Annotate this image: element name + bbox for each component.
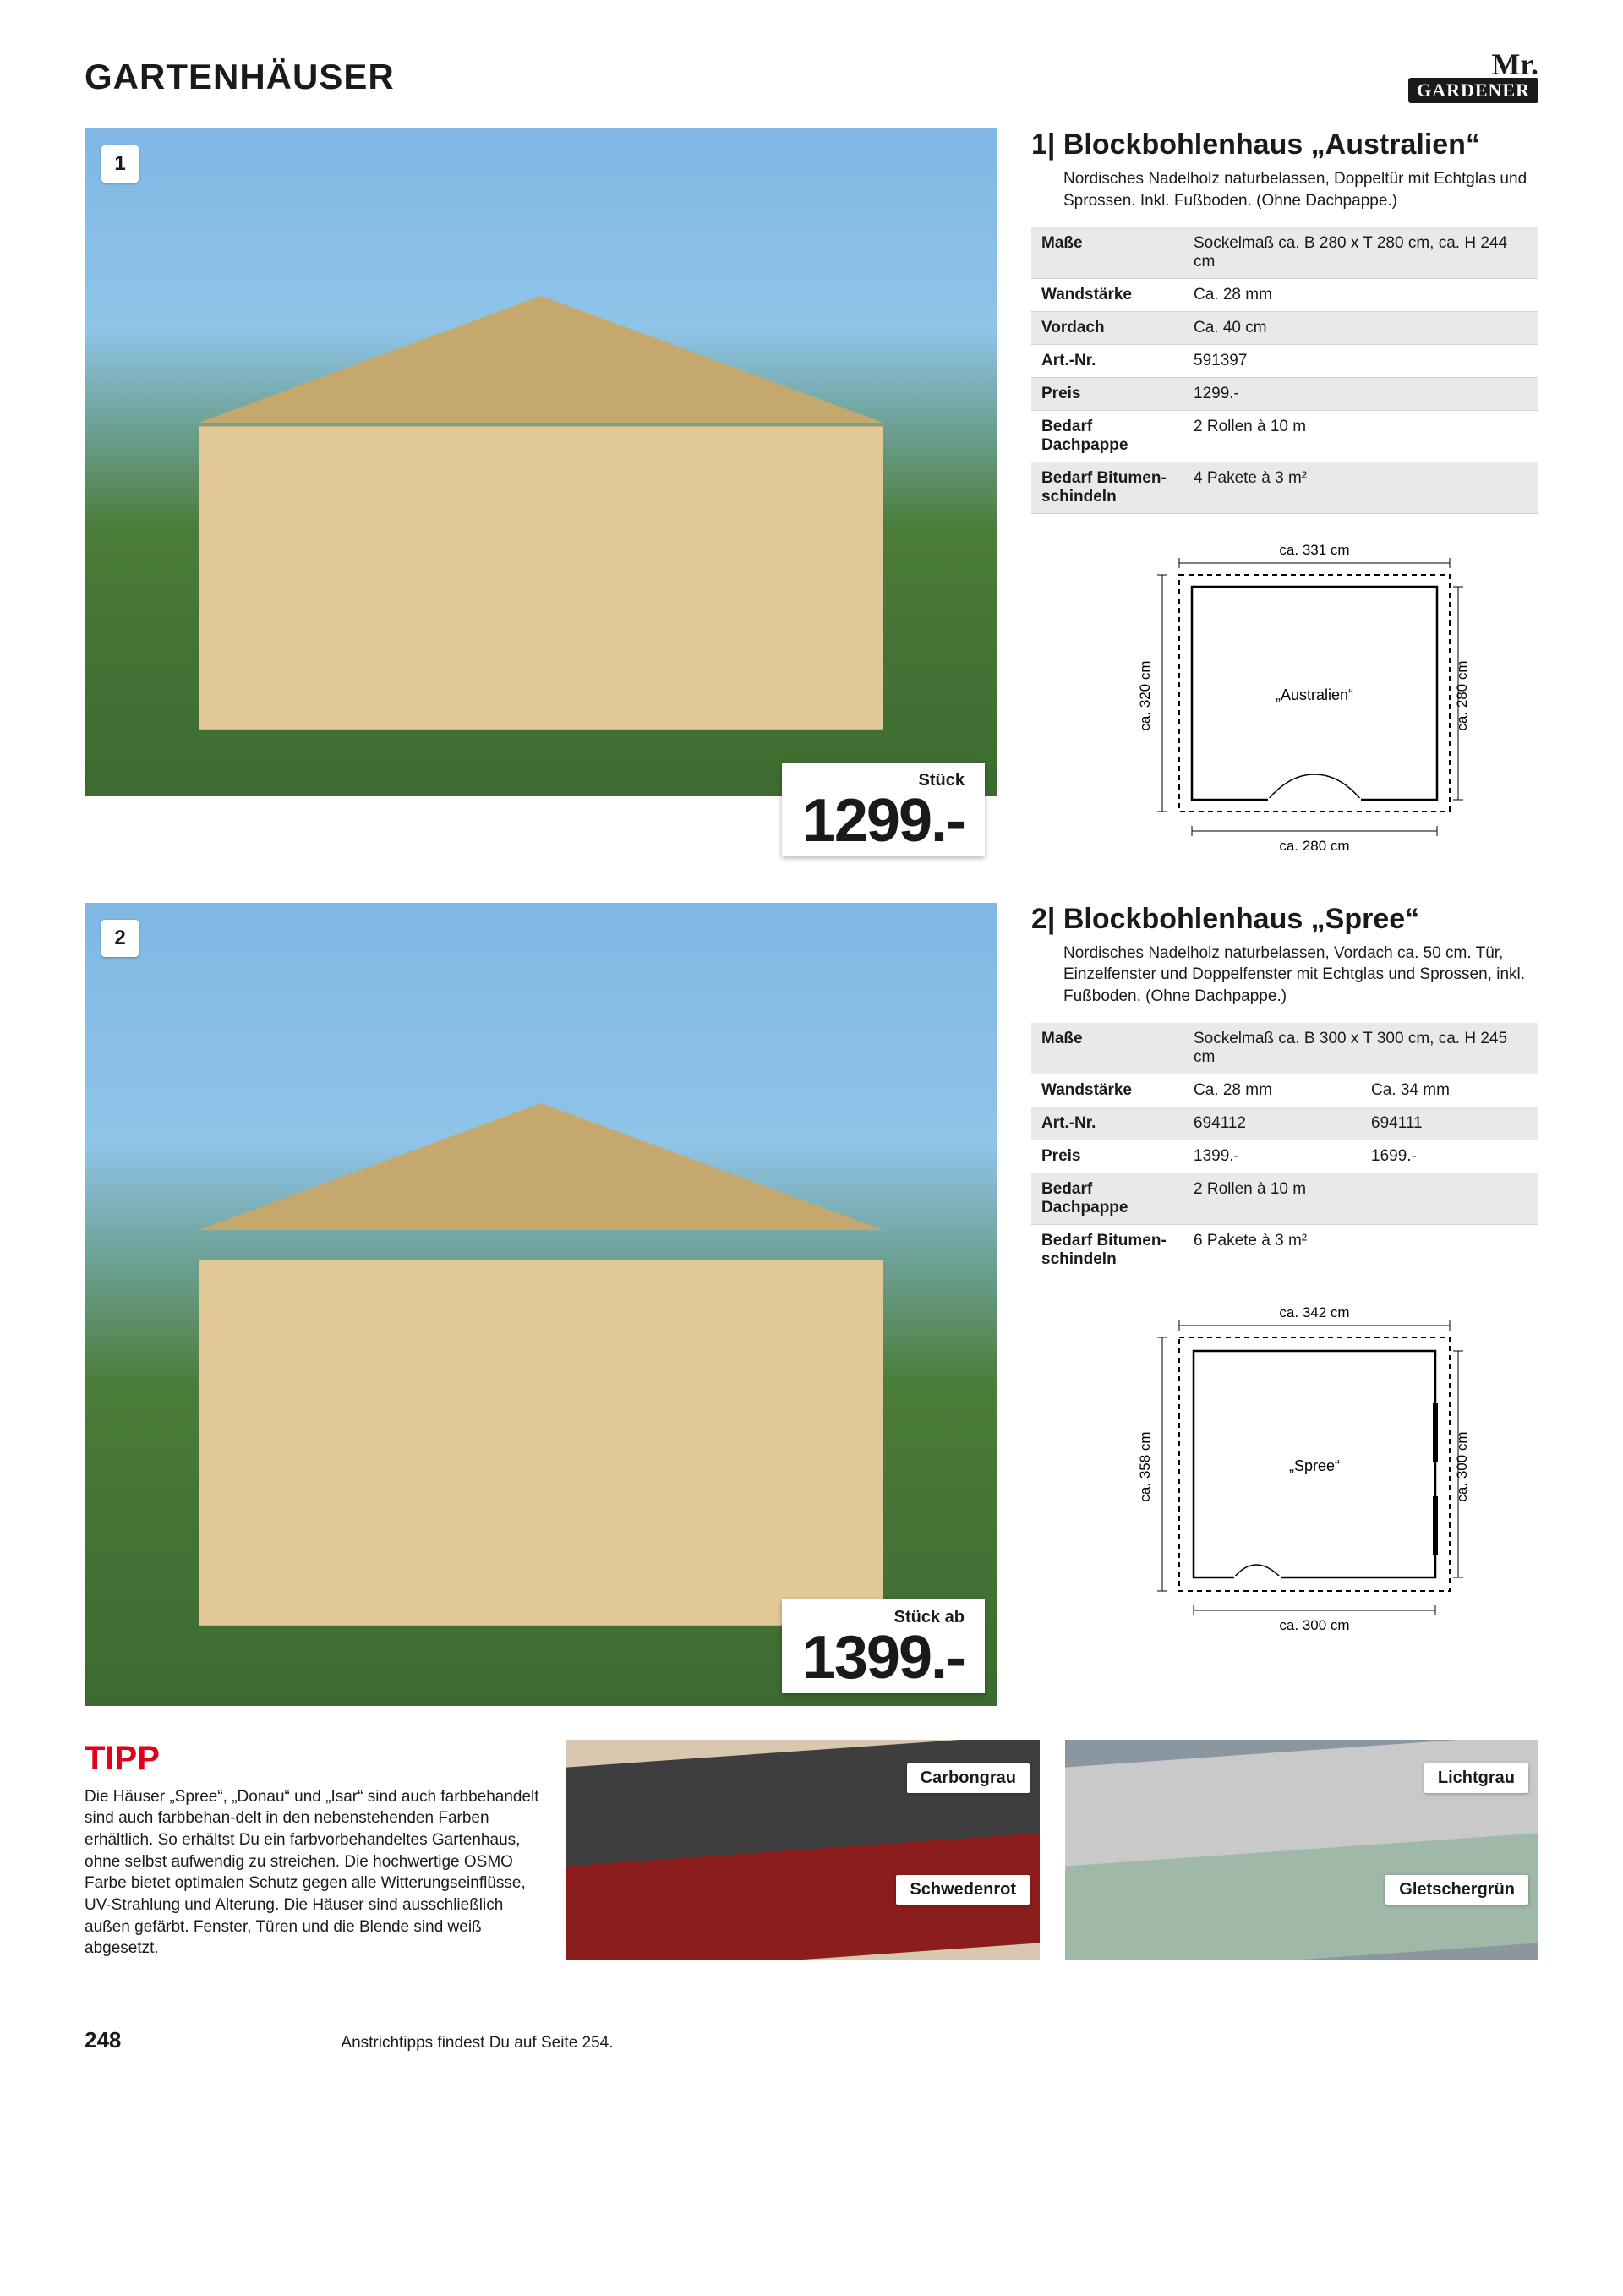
- price-value: 1399.-: [802, 1627, 965, 1688]
- product-row-1: 1 Stück 1299.- 1| Blockbohlenhaus „Austr…: [85, 128, 1538, 868]
- table-row: MaßeSockelmaß ca. B 300 x T 300 cm, ca. …: [1031, 1023, 1538, 1074]
- price-tag: Stück 1299.-: [782, 763, 985, 856]
- tipp-body: Die Häuser „Spree“, „Donau“ und „Isar“ s…: [85, 1786, 541, 1960]
- product-photo-placeholder: [85, 128, 997, 796]
- tipp-text: TIPP Die Häuser „Spree“, „Donau“ und „Is…: [85, 1740, 541, 1960]
- plan-name: „Australien“: [1276, 686, 1353, 703]
- product-title: 1| Blockbohlenhaus „Australien“: [1031, 128, 1538, 161]
- table-row: WandstärkeCa. 28 mm: [1031, 278, 1538, 311]
- floorplan-1: ca. 331 cm „Australien“ ca. 320 cm ca. 2…: [1031, 531, 1538, 869]
- page-header: GARTENHÄUSER Mr. GARDENER: [85, 51, 1538, 103]
- plan-dim-top: ca. 331 cm: [1279, 542, 1349, 558]
- table-row: Preis1399.-1699.-: [1031, 1140, 1538, 1173]
- product-description: Nordisches Nadelholz naturbelassen, Vord…: [1031, 943, 1538, 1008]
- brand-box: GARDENER: [1408, 78, 1538, 103]
- product-number-badge: 2: [101, 920, 139, 957]
- table-row: Bedarf Dachpappe2 Rollen à 10 m: [1031, 1173, 1538, 1224]
- product-info-2: 2| Blockbohlenhaus „Spree“ Nordisches Na…: [1031, 903, 1538, 1706]
- table-row: Bedarf Bitumen­schindeln6 Pakete à 3 m²: [1031, 1224, 1538, 1276]
- plan-name: „Spree“: [1289, 1457, 1340, 1474]
- tipp-title: TIPP: [85, 1740, 541, 1778]
- swatch-label-top: Lichtgrau: [1424, 1763, 1528, 1793]
- plan-dim-left: ca. 358 cm: [1137, 1431, 1153, 1501]
- floorplan-2: ca. 342 cm „Spree“ ca. 358 cm ca. 300 cm…: [1031, 1293, 1538, 1648]
- swatch-group-2: Lichtgrau Gletschergrün: [1065, 1740, 1538, 1960]
- plan-dim-right: ca. 300 cm: [1454, 1431, 1470, 1501]
- plan-dim-bottom: ca. 280 cm: [1279, 838, 1349, 854]
- page-footer: 248 Anstrichtipps findest Du auf Seite 2…: [85, 2027, 1538, 2053]
- price-tag: Stück ab 1399.-: [782, 1599, 985, 1693]
- product-row-2: 2 Stück ab 1399.- 2| Blockbohlenhaus „Sp…: [85, 903, 1538, 1706]
- product-description: Nordisches Nadelholz naturbelassen, Dopp…: [1031, 168, 1538, 211]
- table-row: Bedarf Dachpappe2 Rollen à 10 m: [1031, 410, 1538, 462]
- footnote: Anstrichtipps findest Du auf Seite 254.: [341, 2034, 613, 2053]
- product-image-1: 1 Stück 1299.-: [85, 128, 997, 868]
- swatch-label-top: Carbongrau: [907, 1763, 1030, 1793]
- tipp-section: TIPP Die Häuser „Spree“, „Donau“ und „Is…: [85, 1740, 1538, 1960]
- price-value: 1299.-: [802, 790, 965, 851]
- product-info-1: 1| Blockbohlenhaus „Australien“ Nordisch…: [1031, 128, 1538, 868]
- brand-script: Mr.: [1491, 51, 1538, 78]
- swatch-label-bottom: Schwedenrot: [896, 1875, 1030, 1905]
- table-row: Bedarf Bitumen­schindeln4 Pakete à 3 m²: [1031, 462, 1538, 513]
- table-row: Preis1299.-: [1031, 377, 1538, 410]
- plan-dim-right: ca. 280 cm: [1454, 660, 1470, 730]
- brand-logo: Mr. GARDENER: [1408, 51, 1538, 103]
- plan-dim-bottom: ca. 300 cm: [1279, 1617, 1349, 1633]
- product-number-badge: 1: [101, 145, 139, 183]
- page-number: 248: [85, 2027, 121, 2053]
- spec-table-2: MaßeSockelmaß ca. B 300 x T 300 cm, ca. …: [1031, 1023, 1538, 1276]
- product-image-2: 2 Stück ab 1399.-: [85, 903, 997, 1706]
- table-row: Art.-Nr.591397: [1031, 344, 1538, 377]
- plan-dim-top: ca. 342 cm: [1279, 1304, 1349, 1320]
- product-title: 2| Blockbohlenhaus „Spree“: [1031, 903, 1538, 936]
- spec-table-1: MaßeSockelmaß ca. B 280 x T 280 cm, ca. …: [1031, 227, 1538, 514]
- swatch-label-bottom: Gletschergrün: [1385, 1875, 1528, 1905]
- page-title: GARTENHÄUSER: [85, 57, 395, 97]
- table-row: MaßeSockelmaß ca. B 280 x T 280 cm, ca. …: [1031, 227, 1538, 279]
- swatch-group-1: Carbongrau Schwedenrot: [566, 1740, 1040, 1960]
- table-row: Art.-Nr.694112694111: [1031, 1107, 1538, 1140]
- plan-dim-left: ca. 320 cm: [1137, 660, 1153, 730]
- product-photo-placeholder: [85, 903, 997, 1706]
- table-row: VordachCa. 40 cm: [1031, 311, 1538, 344]
- table-row: WandstärkeCa. 28 mmCa. 34 mm: [1031, 1074, 1538, 1107]
